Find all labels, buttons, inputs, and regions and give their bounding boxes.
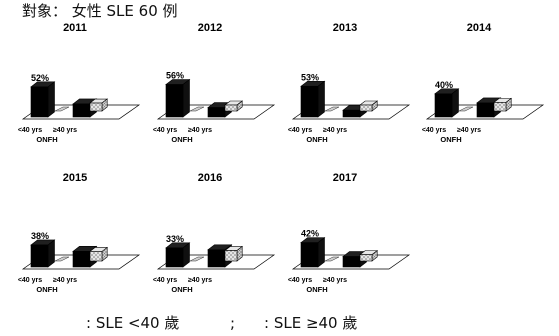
bar-floor-shadow [324, 256, 340, 262]
legend-label-under-40: : SLE <40 歲 [86, 314, 179, 332]
category-label: ≥40 yrs [53, 277, 77, 284]
category-label: <40 yrs [18, 127, 42, 134]
page-title: 對象： 女性 SLE 60 例 [22, 2, 178, 20]
category-label: ≥40 yrs [323, 127, 347, 134]
axis-label: ONFH [171, 285, 192, 294]
data-label: 42% [301, 229, 319, 239]
bar-over-40-back [89, 98, 109, 112]
bar-floor-shadow [458, 106, 474, 112]
chart-title: 2011 [63, 22, 87, 34]
legend-separator: ; [230, 314, 235, 332]
bar-floor-shadow [189, 106, 205, 112]
bar-over-40-back [224, 245, 244, 262]
category-label: <40 yrs [18, 277, 42, 284]
category-label: <40 yrs [288, 277, 312, 284]
bar-over-40-back [359, 100, 379, 112]
category-label: <40 yrs [153, 277, 177, 284]
data-label: 38% [31, 231, 49, 241]
legend-swatch-under-40 [67, 315, 85, 329]
category-label: <40 yrs [153, 127, 177, 134]
legend-label-over-40: : SLE ≥40 歲 [264, 314, 357, 332]
chart-title: 2012 [198, 22, 222, 34]
category-label: ≥40 yrs [188, 277, 212, 284]
bar-floor-shadow [54, 106, 70, 112]
data-label: 53% [301, 72, 319, 82]
bar-under-40 [434, 88, 460, 118]
chart-title: 2015 [63, 172, 87, 184]
bar-over-40-back [493, 97, 513, 112]
data-label: 40% [435, 80, 453, 90]
bar-under-40 [165, 242, 191, 268]
bar-floor-shadow [324, 106, 340, 112]
category-label: ≥40 yrs [53, 127, 77, 134]
axis-label: ONFH [36, 285, 57, 294]
bar-over-40-back [89, 246, 109, 262]
category-label: <40 yrs [422, 127, 446, 134]
chart-title: 2014 [467, 22, 492, 34]
axis-label: ONFH [171, 135, 192, 144]
axis-label: ONFH [306, 285, 327, 294]
bar-floor-shadow [54, 256, 70, 262]
bar-under-40 [300, 80, 326, 118]
bar-under-40 [165, 78, 191, 118]
data-label: 52% [31, 73, 49, 83]
data-label: 56% [166, 71, 184, 81]
chart-title: 2017 [333, 172, 357, 184]
legend: : SLE <40 歲 ; : SLE ≥40 歲 [67, 314, 357, 332]
bar-over-40-back [224, 100, 244, 112]
chart-title: 2016 [198, 172, 222, 184]
axis-label: ONFH [36, 135, 57, 144]
category-label: ≥40 yrs [323, 277, 347, 284]
bar-under-40 [30, 239, 56, 268]
legend-swatch-over-40 [245, 315, 263, 329]
category-label: ≥40 yrs [457, 127, 481, 134]
axis-label: ONFH [306, 135, 327, 144]
chart-title: 2013 [333, 22, 357, 34]
category-label: <40 yrs [288, 127, 312, 134]
category-label: ≥40 yrs [188, 127, 212, 134]
bar-under-40 [30, 81, 56, 118]
data-label: 33% [166, 234, 184, 244]
bar-under-40 [300, 237, 326, 268]
bar-over-40-back [359, 250, 379, 262]
axis-label: ONFH [440, 135, 461, 144]
bar-floor-shadow [189, 256, 205, 262]
